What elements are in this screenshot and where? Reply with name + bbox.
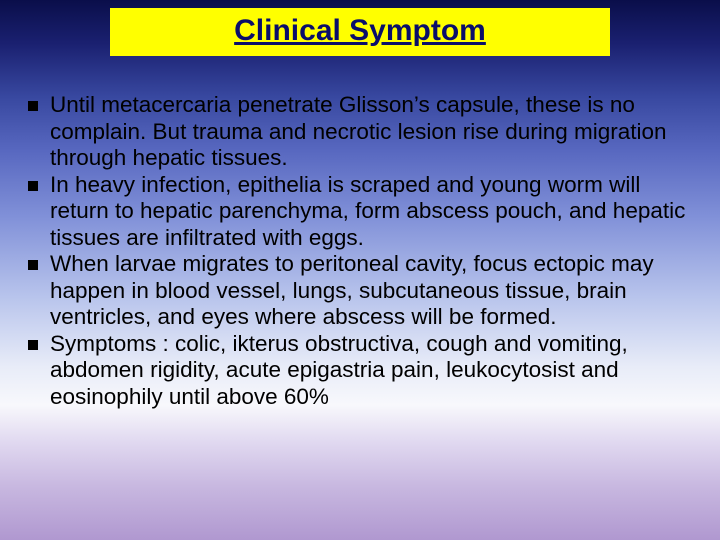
bullet-list: Until metacercaria penetrate Glisson’s c… (28, 92, 692, 411)
bullet-text: Until metacercaria penetrate Glisson’s c… (50, 92, 692, 172)
list-item: When larvae migrates to peritoneal cavit… (28, 251, 692, 331)
slide: Clinical Symptom Until metacercaria pene… (0, 0, 720, 540)
slide-title: Clinical Symptom (234, 14, 486, 47)
square-bullet-icon (28, 260, 38, 270)
list-item: Symptoms : colic, ikterus obstructiva, c… (28, 331, 692, 411)
square-bullet-icon (28, 101, 38, 111)
title-box: Clinical Symptom (110, 8, 610, 56)
bullet-text: Symptoms : colic, ikterus obstructiva, c… (50, 331, 692, 411)
bullet-text: In heavy infection, epithelia is scraped… (50, 172, 692, 252)
square-bullet-icon (28, 340, 38, 350)
bullet-text: When larvae migrates to peritoneal cavit… (50, 251, 692, 331)
list-item: In heavy infection, epithelia is scraped… (28, 172, 692, 252)
list-item: Until metacercaria penetrate Glisson’s c… (28, 92, 692, 172)
square-bullet-icon (28, 181, 38, 191)
